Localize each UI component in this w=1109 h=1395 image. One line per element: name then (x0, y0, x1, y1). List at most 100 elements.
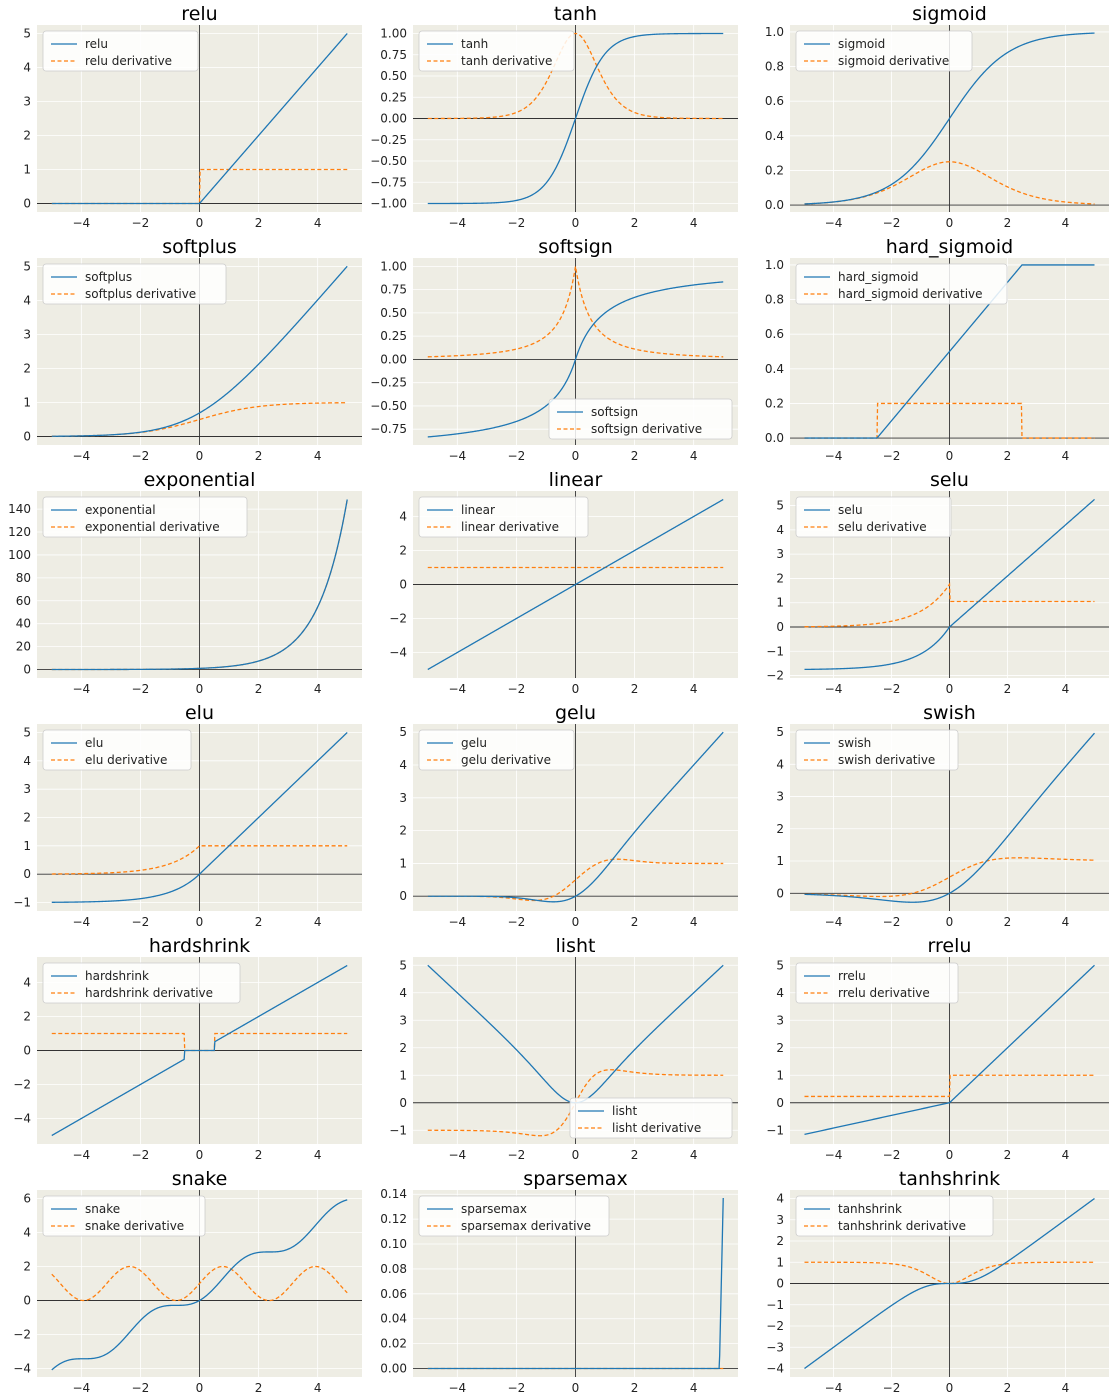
series-line-function (804, 1197, 1095, 1370)
y-tick-label: −1 (766, 1298, 784, 1312)
legend: linear linear derivative (418, 496, 589, 538)
y-tick-label: 0.50 (380, 69, 407, 83)
legend-entry: hard_sigmoid derivative (838, 287, 983, 301)
y-tick-label: 3 (23, 782, 31, 796)
x-tick-label: 2 (631, 449, 639, 463)
x-tick-label: 2 (255, 682, 263, 696)
x-tick-label: −2 (508, 915, 526, 929)
x-tick-label: −4 (72, 682, 90, 696)
series-line-function (51, 964, 348, 1137)
y-tick-label: 4 (23, 294, 31, 308)
series-line-derivative (804, 1261, 1095, 1285)
series-line-function (804, 964, 1095, 1136)
y-tick-label: 0 (23, 1044, 31, 1058)
subplot-title: swish (923, 702, 976, 724)
y-tick-label: 0.10 (380, 1237, 407, 1251)
legend-entry: hardshrink (85, 969, 149, 983)
legend-entry: sparsemax derivative (461, 1219, 591, 1233)
y-tick-label: 60 (16, 594, 31, 608)
x-tick-label: 2 (1004, 1381, 1012, 1395)
legend-entry: selu derivative (838, 520, 927, 534)
x-tick-label: −2 (883, 1148, 901, 1162)
x-tick-label: 0 (946, 1381, 954, 1395)
x-tick-label: 2 (631, 216, 639, 230)
y-tick-label: 0.25 (380, 329, 407, 343)
x-tick-label: −2 (132, 682, 150, 696)
x-tick-label: −4 (448, 449, 466, 463)
y-tick-label: 0.02 (380, 1337, 407, 1351)
legend: swish swish derivative (795, 729, 959, 771)
x-tick-label: −4 (825, 1381, 843, 1395)
subplot-sigmoid: −4 −2 0 2 40.00.20.40.60.81.0sigmoidsigmoids… (765, 3, 1109, 230)
y-tick-label: 5 (776, 725, 784, 739)
legend-entry: softplus derivative (85, 287, 196, 301)
subplot-title: relu (181, 3, 217, 25)
subplot-title: snake (172, 1168, 228, 1190)
x-tick-label: 0 (572, 216, 580, 230)
x-tick-label: −4 (448, 1381, 466, 1395)
x-tick-label: −2 (883, 216, 901, 230)
subplot-lisht: −4 −2 0 2 4 −1 0 1 2 3 4 5 lisht lisht lisht derivativ… (389, 935, 738, 1162)
y-tick-label: 2 (776, 1041, 784, 1055)
y-tick-label: −2 (766, 669, 784, 683)
series-line-function (427, 32, 724, 205)
y-tick-label: −0.25 (370, 133, 407, 147)
legend-entry: sparsemax (461, 1202, 527, 1216)
legend-entry: elu (85, 736, 103, 750)
subplot-snake: −4 −2 0 2 4 −4 −2 0 2 4 6 snake snake snake derivativ… (13, 1168, 362, 1395)
x-tick-label: 2 (631, 682, 639, 696)
y-tick-label: −2 (13, 1328, 31, 1342)
legend-entry: sigmoid derivative (838, 54, 949, 68)
subplot-softsign: −4 −2 0 2 4 −0.75 −0.50 −0.25 0.00 0.25 0.50 0.75 1.… (370, 236, 738, 463)
x-tick-label: 4 (690, 1381, 698, 1395)
y-tick-label: 0.2 (765, 396, 784, 410)
legend: gelu gelu derivative (418, 729, 575, 771)
y-tick-label: 0 (399, 889, 407, 903)
x-tick-label: −4 (448, 682, 466, 696)
y-tick-label: 5 (23, 27, 31, 41)
x-tick-label: 4 (690, 216, 698, 230)
legend-entry: rrelu derivative (838, 986, 930, 1000)
legend-entry: gelu derivative (461, 753, 551, 767)
legend-box (418, 1195, 610, 1237)
legend-box (795, 263, 1008, 305)
subplot-selu: −4 −2 0 2 4 −2 −1 0 1 2 3 4 5 selu selu selu derivative (766, 469, 1109, 696)
series-line-function (51, 732, 348, 903)
x-tick-label: 0 (572, 449, 580, 463)
x-tick-label: 2 (1004, 915, 1012, 929)
y-tick-label: 5 (399, 725, 407, 739)
series-line-function (427, 1197, 724, 1370)
legend: relu relu derivative (42, 30, 199, 72)
y-tick-label: 4 (776, 1192, 784, 1206)
y-tick-label: 0.14 (380, 1187, 407, 1201)
y-tick-label: 0.00 (380, 352, 407, 366)
y-tick-label: 0.4 (765, 129, 784, 143)
y-tick-label: −4 (389, 646, 407, 660)
x-tick-label: 0 (196, 1148, 204, 1162)
x-tick-label: 4 (1062, 1381, 1070, 1395)
subplot-softplus: −4 −2 0 2 4 0 1 2 3 4 5 softplus softplus softplus de… (23, 236, 362, 463)
subplot-title: sigmoid (912, 3, 987, 25)
legend-box (795, 962, 959, 1004)
x-tick-label: 0 (946, 1148, 954, 1162)
x-tick-label: 0 (946, 915, 954, 929)
y-tick-label: 0 (23, 1294, 31, 1308)
subplot-title: elu (185, 702, 214, 724)
legend: lisht lisht derivative (569, 1097, 733, 1139)
y-tick-label: 4 (776, 757, 784, 771)
legend-entry: gelu (461, 736, 487, 750)
y-tick-label: −0.50 (370, 399, 407, 413)
x-tick-label: −4 (448, 1148, 466, 1162)
y-tick-label: 2 (23, 1010, 31, 1024)
subplot-title: lisht (556, 935, 596, 957)
y-tick-label: 0.8 (765, 293, 784, 307)
subplot-title: softsign (538, 236, 613, 258)
x-tick-label: 4 (690, 682, 698, 696)
series-line-derivative (51, 1265, 348, 1302)
y-tick-label: 1 (776, 1068, 784, 1082)
x-tick-label: −2 (132, 1148, 150, 1162)
y-tick-label: 5 (776, 958, 784, 972)
legend-entry: rrelu (838, 969, 866, 983)
legend-entry: hard_sigmoid (838, 270, 918, 284)
